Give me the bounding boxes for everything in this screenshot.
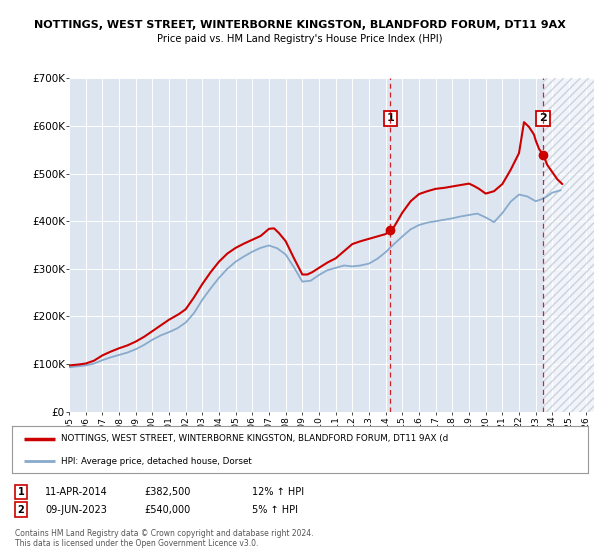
Text: £382,500: £382,500 xyxy=(144,487,190,497)
Text: HPI: Average price, detached house, Dorset: HPI: Average price, detached house, Dors… xyxy=(61,457,252,466)
Text: 1: 1 xyxy=(386,113,394,123)
Text: 2: 2 xyxy=(539,113,547,123)
Text: Contains HM Land Registry data © Crown copyright and database right 2024.: Contains HM Land Registry data © Crown c… xyxy=(15,529,314,538)
Text: NOTTINGS, WEST STREET, WINTERBORNE KINGSTON, BLANDFORD FORUM, DT11 9AX (d: NOTTINGS, WEST STREET, WINTERBORNE KINGS… xyxy=(61,435,448,444)
Text: 1: 1 xyxy=(17,487,25,497)
Text: This data is licensed under the Open Government Licence v3.0.: This data is licensed under the Open Gov… xyxy=(15,539,259,548)
Text: NOTTINGS, WEST STREET, WINTERBORNE KINGSTON, BLANDFORD FORUM, DT11 9AX: NOTTINGS, WEST STREET, WINTERBORNE KINGS… xyxy=(34,20,566,30)
Text: 12% ↑ HPI: 12% ↑ HPI xyxy=(252,487,304,497)
Text: £540,000: £540,000 xyxy=(144,505,190,515)
Text: 2: 2 xyxy=(17,505,25,515)
Text: Price paid vs. HM Land Registry's House Price Index (HPI): Price paid vs. HM Land Registry's House … xyxy=(157,34,443,44)
Bar xyxy=(543,78,594,412)
Text: 5% ↑ HPI: 5% ↑ HPI xyxy=(252,505,298,515)
Text: 09-JUN-2023: 09-JUN-2023 xyxy=(45,505,107,515)
Text: 11-APR-2014: 11-APR-2014 xyxy=(45,487,108,497)
